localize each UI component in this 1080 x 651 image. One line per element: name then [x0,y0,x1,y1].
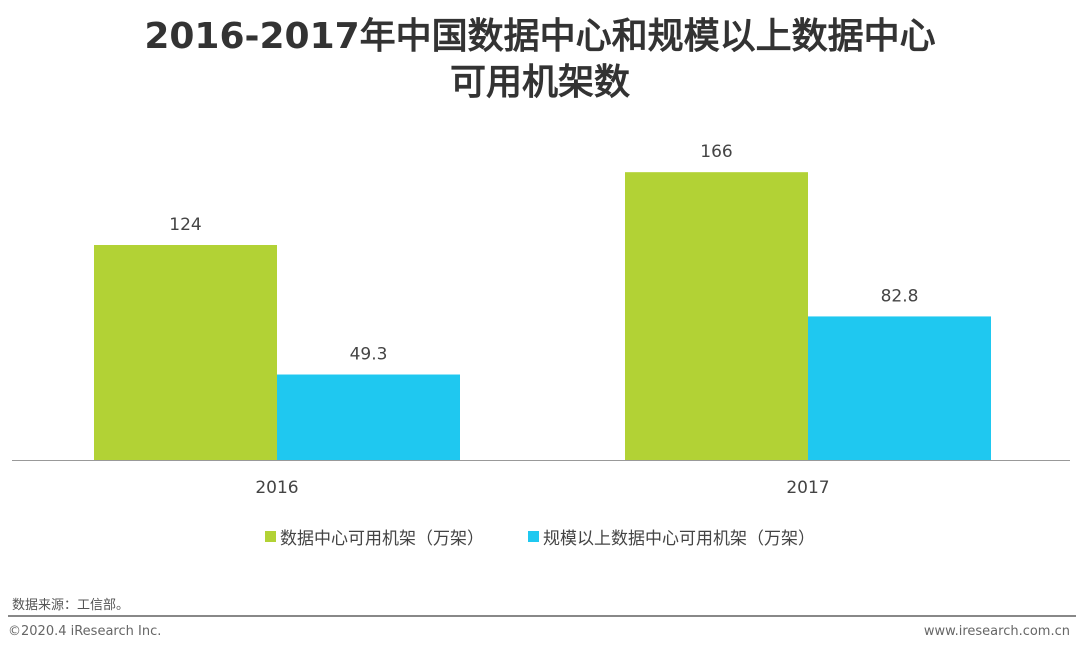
bar-2017-series-0 [625,172,808,460]
chart-title: 2016-2017年中国数据中心和规模以上数据中心 可用机架数 [0,14,1080,106]
chart-title-line1: 2016-2017年中国数据中心和规模以上数据中心 [144,16,936,57]
data-label: 82.8 [881,286,919,306]
legend: 数据中心可用机架（万架） 规模以上数据中心可用机架（万架） [0,524,1080,549]
x-tick-label: 2017 [786,478,829,498]
website-link[interactable]: www.iresearch.com.cn [923,624,1070,639]
data-label: 124 [169,215,201,235]
data-label: 166 [700,142,732,162]
legend-swatch-green [265,531,276,542]
legend-label: 规模以上数据中心可用机架（万架） [543,529,815,549]
bar-2016-series-1 [277,374,460,460]
copyright: ©2020.4 iResearch Inc. [8,624,162,639]
chart-title-line2: 可用机架数 [449,62,630,103]
legend-item-datacenter: 数据中心可用机架（万架） [265,524,484,549]
legend-item-large-datacenter: 规模以上数据中心可用机架（万架） [528,524,815,549]
bar-chart: 124 49.3 2016 166 82.8 2017 [12,142,1070,498]
footer-divider [8,615,1076,617]
x-tick-label: 2016 [255,478,298,498]
data-source: 数据来源：工信部。 [12,598,130,613]
legend-label: 数据中心可用机架（万架） [280,529,484,549]
bar-2017-series-1 [808,316,991,460]
bar-2016-series-0 [94,245,277,460]
data-label: 49.3 [350,345,388,365]
legend-swatch-blue [528,531,539,542]
